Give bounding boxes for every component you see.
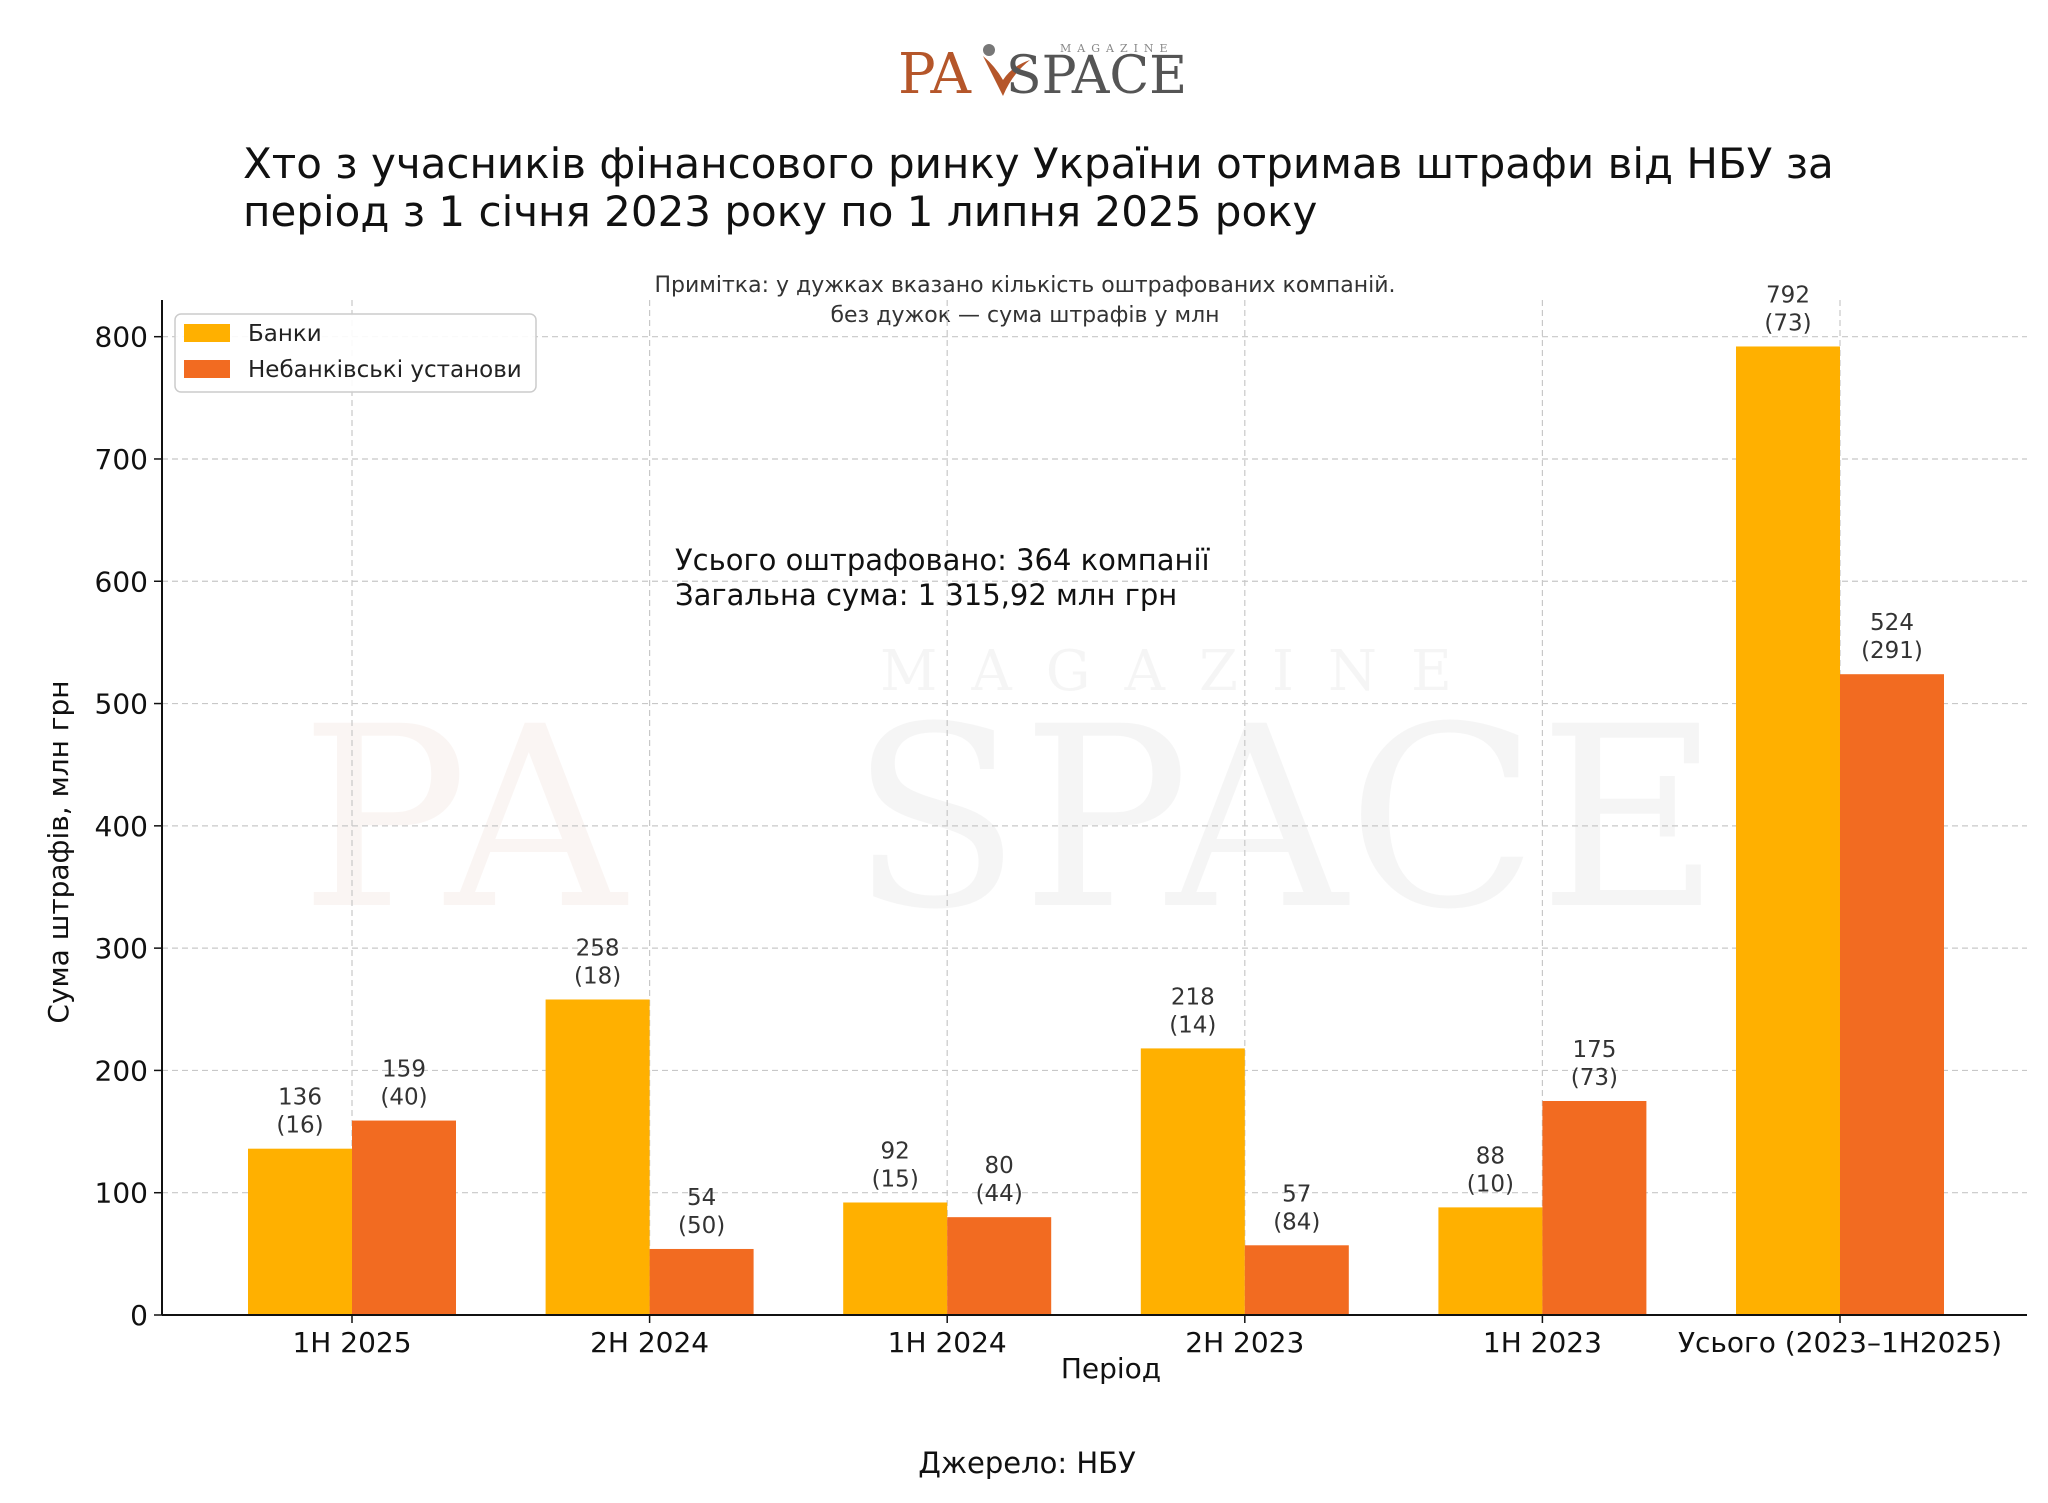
bar-count-label: (291): [1861, 638, 1923, 664]
bar-count-label: (40): [380, 1085, 427, 1111]
y-tick-label: 600: [95, 565, 148, 598]
x-tick-label: 2H 2024: [590, 1326, 709, 1359]
legend-frame: [174, 313, 537, 393]
y-tick-label: 100: [95, 1177, 148, 1210]
y-tick-label: 300: [95, 932, 148, 965]
legend-swatch-nonbanks: [184, 360, 230, 378]
watermark: PA SPACE MAGAZINE: [300, 639, 1721, 964]
x-tick-label: Усього (2023–1H2025): [1678, 1326, 2002, 1359]
watermark-magazine-text: MAGAZINE: [880, 639, 1486, 704]
logo: MAGAZINE PA SPACE: [898, 42, 1187, 107]
bar-count-label: (10): [1467, 1171, 1514, 1197]
x-axis-label: Період: [1061, 1352, 1161, 1385]
watermark-pa-text: PA: [300, 673, 628, 964]
x-tick-label: 2H 2023: [1185, 1326, 1304, 1359]
y-tick-label: 800: [95, 321, 148, 354]
bar-banks: [843, 1202, 948, 1315]
bar-nonbanks: [1244, 1245, 1349, 1315]
bar-nonbanks: [352, 1120, 456, 1315]
logo-pa-text: PA: [898, 42, 972, 107]
bar-value-label: 258: [576, 935, 620, 961]
bar-value-label: 88: [1476, 1143, 1505, 1169]
summary-line-1: Усього оштрафовано: 364 компанії: [675, 543, 1211, 577]
bar-nonbanks: [1542, 1100, 1647, 1315]
bar-value-label: 175: [1572, 1037, 1616, 1063]
bar-value-label: 54: [687, 1185, 716, 1211]
x-tick-label: 1H 2023: [1483, 1326, 1602, 1359]
bar-count-label: (16): [276, 1113, 323, 1139]
y-tick-label: 700: [95, 443, 148, 476]
bar-nonbanks: [649, 1248, 754, 1315]
bar-banks: [248, 1148, 352, 1315]
bar-count-label: (73): [1764, 310, 1811, 336]
bar-banks: [1438, 1207, 1543, 1315]
bar-count-label: (44): [976, 1181, 1023, 1207]
bar-value-label: 159: [382, 1057, 426, 1083]
summary-line-2: Загальна сума: 1 315,92 млн грн: [675, 578, 1177, 612]
chart-note-line-2: без дужок — сума штрафів у млн: [830, 303, 1219, 328]
data-labels: 136(16)258(18)92(15)218(14)88(10)792(73)…: [276, 282, 1923, 1238]
chart-title-line-1: Хто з учасників фінансового ринку Україн…: [243, 139, 1834, 188]
legend-label-nonbanks: Небанківські установи: [248, 357, 522, 383]
bar-value-label: 136: [278, 1085, 322, 1111]
bar-nonbanks: [1840, 674, 1944, 1315]
bar-banks: [1140, 1048, 1245, 1315]
logo-figure-icon: [983, 56, 1030, 96]
watermark-space-text: SPACE: [850, 673, 1721, 964]
bar-banks: [1736, 346, 1840, 1316]
chart-title-line-2: період з 1 січня 2023 року по 1 липня 20…: [243, 187, 1317, 236]
bar-value-label: 218: [1171, 984, 1215, 1010]
bar-count-label: (84): [1273, 1209, 1320, 1235]
bar-value-label: 524: [1870, 610, 1914, 636]
y-axis-label: Сума штрафів, млн грн: [42, 680, 75, 1023]
bar-value-label: 792: [1766, 282, 1810, 308]
bar-count-label: (15): [872, 1166, 919, 1192]
logo-head-icon: [983, 44, 995, 56]
y-tick-label: 0: [130, 1299, 148, 1332]
y-tick-label: 400: [95, 810, 148, 843]
logo-magazine-text: MAGAZINE: [1060, 42, 1174, 55]
legend-swatch-banks: [184, 324, 230, 342]
legend: Банки Небанківські установи: [174, 313, 537, 393]
bar-count-label: (50): [678, 1213, 725, 1239]
x-tick-label: 1H 2024: [888, 1326, 1007, 1359]
bar-count-label: (18): [574, 963, 621, 989]
bars: [248, 346, 1944, 1316]
bar-count-label: (14): [1169, 1012, 1216, 1038]
bar-count-label: (73): [1571, 1065, 1618, 1091]
source-line: Джерело: НБУ: [918, 1446, 1136, 1480]
chart-note-line-1: Примітка: у дужках вказано кількість ошт…: [654, 273, 1395, 298]
axes: 0 100 200 300 400 500 600 700 800 1H 2025 2H 2024 1…: [95, 300, 2027, 1359]
x-tick-label: 1H 2025: [292, 1326, 411, 1359]
bar-value-label: 92: [881, 1138, 910, 1164]
bar-value-label: 57: [1282, 1181, 1311, 1207]
bar-value-label: 80: [985, 1153, 1014, 1179]
logo-space-text: SPACE: [1006, 46, 1187, 106]
bar-banks: [545, 999, 650, 1315]
legend-label-banks: Банки: [248, 321, 322, 347]
y-tick-label: 200: [95, 1054, 148, 1087]
bar-nonbanks: [947, 1217, 1052, 1315]
y-tick-label: 500: [95, 688, 148, 721]
